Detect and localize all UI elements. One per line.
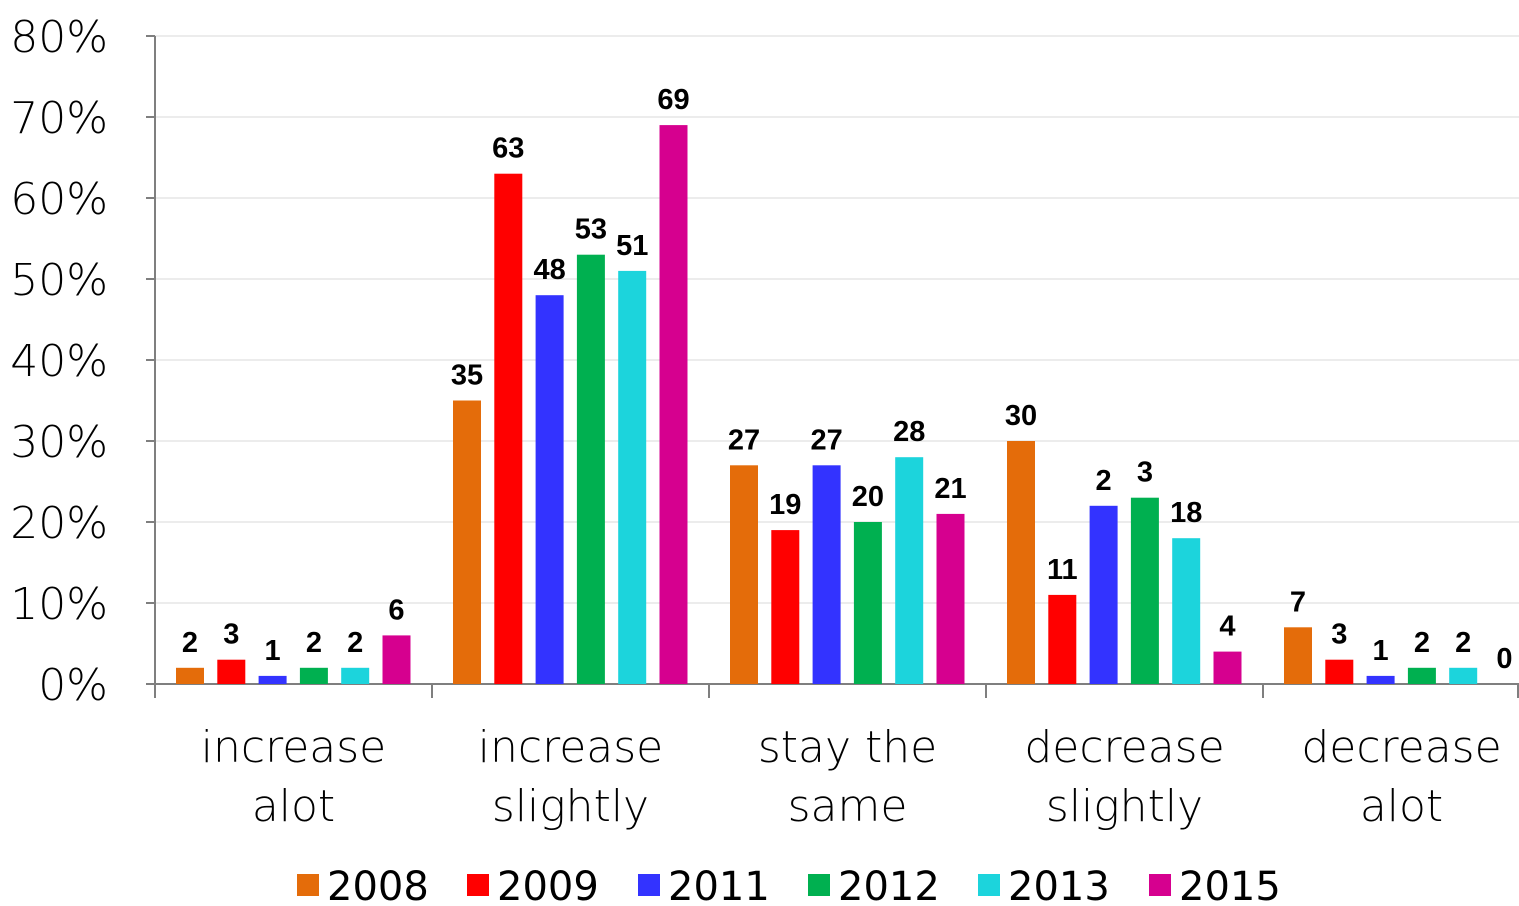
legend-swatch xyxy=(638,874,660,896)
x-category-label: increase xyxy=(201,722,386,773)
data-label: 48 xyxy=(533,254,565,286)
data-label: 2 xyxy=(182,627,198,659)
bar xyxy=(1048,594,1077,684)
bar xyxy=(730,465,758,684)
legend: 2008 2009 2011 2012 2013 2015 xyxy=(297,864,1281,906)
data-label: 27 xyxy=(728,424,760,456)
y-tick-label: 30% xyxy=(10,417,108,468)
bar xyxy=(1172,538,1201,684)
data-label: 51 xyxy=(616,230,648,262)
data-label: 20 xyxy=(852,481,884,513)
x-category-label: alot xyxy=(252,781,335,832)
data-label: 18 xyxy=(1170,497,1202,529)
y-axis-ticks: 0% 10% 20% 30% 40% 50% 60% 70% 80% xyxy=(10,12,108,711)
legend-swatch xyxy=(808,874,830,896)
x-category-label: slightly xyxy=(1046,781,1203,832)
legend-label: 2011 xyxy=(668,864,770,906)
data-label: 30 xyxy=(1005,400,1037,432)
bar xyxy=(1130,497,1159,684)
data-label: 2 xyxy=(1455,627,1471,659)
bar xyxy=(771,530,800,684)
y-tick-label: 20% xyxy=(10,498,108,549)
y-tick-label: 0% xyxy=(38,660,108,711)
data-label: 11 xyxy=(1047,554,1078,586)
data-label: 35 xyxy=(451,360,483,392)
data-label: 3 xyxy=(1137,457,1153,489)
x-category-label: stay the xyxy=(758,722,937,773)
gridlines xyxy=(155,35,1519,604)
data-label: 3 xyxy=(223,619,239,651)
bar xyxy=(576,254,605,684)
legend-swatch xyxy=(467,874,489,896)
x-category-label: alot xyxy=(1360,781,1443,832)
bar xyxy=(1089,505,1118,684)
legend-label: 2008 xyxy=(327,864,429,906)
bars xyxy=(176,125,1478,685)
x-category-label: slightly xyxy=(492,781,649,832)
legend-swatch xyxy=(978,874,1000,896)
bar xyxy=(1325,659,1354,684)
legend-swatch xyxy=(1149,874,1171,896)
y-tick-label: 70% xyxy=(10,93,108,144)
data-label: 0 xyxy=(1496,643,1512,675)
bar xyxy=(1449,667,1478,684)
data-label: 53 xyxy=(575,214,607,246)
bar xyxy=(258,675,287,684)
bar xyxy=(618,270,647,684)
bar xyxy=(853,522,882,684)
data-label: 1 xyxy=(265,635,281,667)
bar xyxy=(299,667,328,684)
y-tick-label: 60% xyxy=(10,174,108,225)
y-tick-label: 50% xyxy=(10,255,108,306)
data-label: 2 xyxy=(347,627,363,659)
bar xyxy=(176,667,204,684)
bar xyxy=(1284,627,1312,684)
x-category-label: decrease xyxy=(1301,722,1501,773)
x-axis-categories: increase alot increase slightly stay the same… xyxy=(201,722,1502,832)
data-label: 7 xyxy=(1290,586,1306,618)
y-tick-label: 10% xyxy=(10,579,108,630)
data-label: 2 xyxy=(1096,465,1112,497)
bar xyxy=(382,635,411,684)
bar xyxy=(1213,651,1242,684)
bar xyxy=(494,173,523,684)
data-label: 6 xyxy=(388,594,404,626)
data-label: 19 xyxy=(769,489,801,521)
bar xyxy=(812,465,841,684)
bar xyxy=(453,400,481,684)
legend-label: 2013 xyxy=(1008,864,1110,906)
data-label: 27 xyxy=(810,424,842,456)
data-label: 4 xyxy=(1219,611,1235,643)
data-label: 2 xyxy=(1414,627,1430,659)
bar xyxy=(341,667,370,684)
data-label: 1 xyxy=(1373,635,1389,667)
data-label: 63 xyxy=(492,133,524,165)
bar xyxy=(535,295,564,684)
bar xyxy=(217,659,246,684)
bar xyxy=(936,513,965,684)
bar xyxy=(659,125,688,685)
bar xyxy=(1007,441,1035,684)
data-label: 21 xyxy=(934,473,966,505)
legend-swatch xyxy=(297,874,319,896)
x-category-label: same xyxy=(788,781,908,832)
bar xyxy=(1407,667,1436,684)
legend-label: 2015 xyxy=(1179,864,1281,906)
legend-label: 2009 xyxy=(497,864,599,906)
data-label: 28 xyxy=(893,416,925,448)
data-labels: 2352730736319113148272125320322512818266… xyxy=(182,84,1513,675)
data-label: 69 xyxy=(657,84,689,116)
y-tick-label: 80% xyxy=(10,12,108,63)
x-category-label: decrease xyxy=(1024,722,1224,773)
bar xyxy=(895,457,924,684)
x-category-label: increase xyxy=(478,722,663,773)
data-label: 2 xyxy=(306,627,322,659)
legend-label: 2012 xyxy=(838,864,940,906)
data-label: 3 xyxy=(1331,619,1347,651)
bar xyxy=(1366,675,1395,684)
y-tick-label: 40% xyxy=(10,336,108,387)
